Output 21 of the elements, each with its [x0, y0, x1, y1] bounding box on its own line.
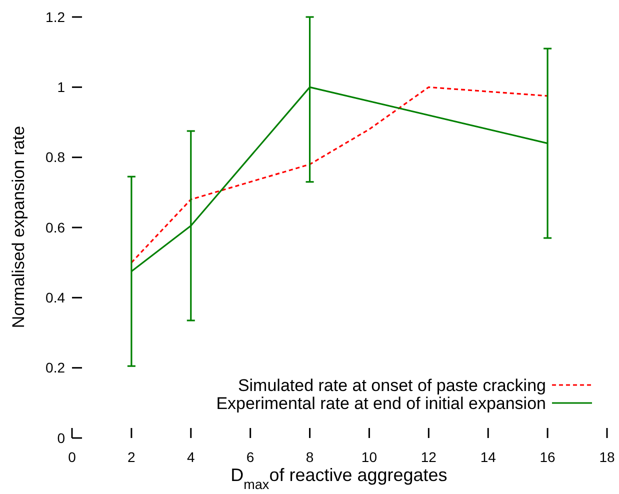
x-axis-title: D$_{max}$of reactive aggregates	[230, 465, 448, 492]
y-tick-label: 0.6	[46, 219, 66, 236]
y-tick-label: 0	[57, 430, 66, 446]
x-tick-label: 14	[480, 449, 496, 465]
x-tick-label: 10	[361, 449, 378, 465]
legend-label: Simulated rate at onset of paste cracking	[238, 376, 546, 395]
y-tick-label: 1.2	[46, 8, 66, 25]
x-tick-label: 2	[128, 449, 136, 465]
legend-label: Experimental rate at end of initial expansion	[216, 394, 546, 413]
x-tick-label: 0	[68, 449, 76, 465]
x-tick-label: 12	[420, 449, 437, 465]
y-tick-label: 0.4	[46, 290, 66, 306]
x-tick-label: 18	[599, 449, 615, 465]
x-tick-label: 8	[306, 449, 314, 465]
y-tick-label: 1	[57, 79, 66, 96]
y-tick-label: 0.8	[46, 149, 66, 166]
x-tick-label: 6	[246, 449, 254, 465]
x-tick-label: 4	[186, 449, 195, 465]
y-tick-label: 0.2	[46, 360, 66, 376]
x-tick-label: 16	[540, 449, 556, 465]
y-axis-title: Normalised expansion rate	[9, 126, 28, 328]
